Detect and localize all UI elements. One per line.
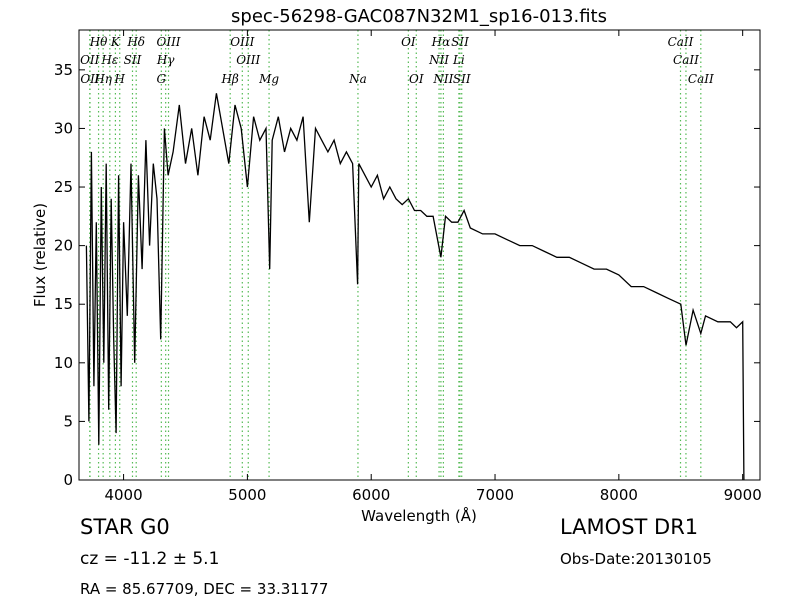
line-label: OII — [80, 72, 100, 86]
line-label: OIII — [236, 53, 260, 67]
y-axis-label: Flux (relative) — [31, 203, 49, 307]
line-label: G — [157, 72, 167, 86]
line-label: K — [110, 35, 121, 49]
line-label: NII — [428, 53, 449, 67]
y-tick-label: 30 — [54, 119, 73, 137]
x-tick-label: 4000 — [104, 486, 142, 504]
line-label: Hα — [431, 35, 451, 49]
line-label: CaII — [668, 35, 694, 49]
line-label: OI — [409, 72, 424, 86]
redshift: cz = -11.2 ± 5.1 — [80, 549, 219, 569]
line-label: Hθ — [89, 35, 108, 49]
line-label: H — [114, 72, 126, 86]
line-label: Hε — [100, 53, 118, 67]
line-label: Hδ — [126, 35, 145, 49]
line-label: Hβ — [220, 72, 238, 86]
line-label: Na — [348, 72, 367, 86]
line-label: Mg — [258, 72, 279, 86]
y-tick-label: 35 — [54, 61, 73, 79]
y-tick-label: 25 — [54, 178, 73, 196]
obs-date: Obs-Date:20130105 — [560, 550, 712, 568]
line-label: Hγ — [156, 53, 175, 67]
line-label: OII — [80, 53, 100, 67]
y-tick-label: 5 — [63, 412, 73, 430]
y-tick-label: 10 — [54, 354, 73, 372]
line-label: Li — [452, 53, 465, 67]
line-label: Hη — [93, 72, 112, 86]
survey: LAMOST DR1 — [560, 515, 698, 539]
spectrum — [85, 93, 745, 481]
line-label: OIII — [156, 35, 180, 49]
line-label: CaII — [688, 72, 714, 86]
x-tick-label: 5000 — [228, 486, 266, 504]
object-class: STAR G0 — [80, 515, 170, 539]
x-tick-label: 9000 — [724, 486, 762, 504]
chart-title: spec-56298-GAC087N32M1_sp16-013.fits — [231, 6, 607, 27]
line-label: SII — [453, 72, 471, 86]
line-label: OI — [401, 35, 416, 49]
line-label: SII — [124, 53, 142, 67]
line-label: CaII — [673, 53, 699, 67]
coordinates: RA = 85.67709, DEC = 33.31177 — [80, 580, 328, 598]
x-tick-label: 7000 — [476, 486, 514, 504]
x-axis-label: Wavelength (Å) — [361, 506, 477, 525]
plot-frame — [78, 29, 761, 481]
x-tick-label: 6000 — [352, 486, 390, 504]
line-label: SII — [451, 35, 469, 49]
line-label: NII — [432, 72, 453, 86]
x-tick-label: 8000 — [600, 486, 638, 504]
y-tick-label: 20 — [54, 237, 73, 255]
y-tick-label: 0 — [63, 471, 73, 489]
y-tick-label: 15 — [54, 295, 73, 313]
line-label: OIII — [230, 35, 254, 49]
